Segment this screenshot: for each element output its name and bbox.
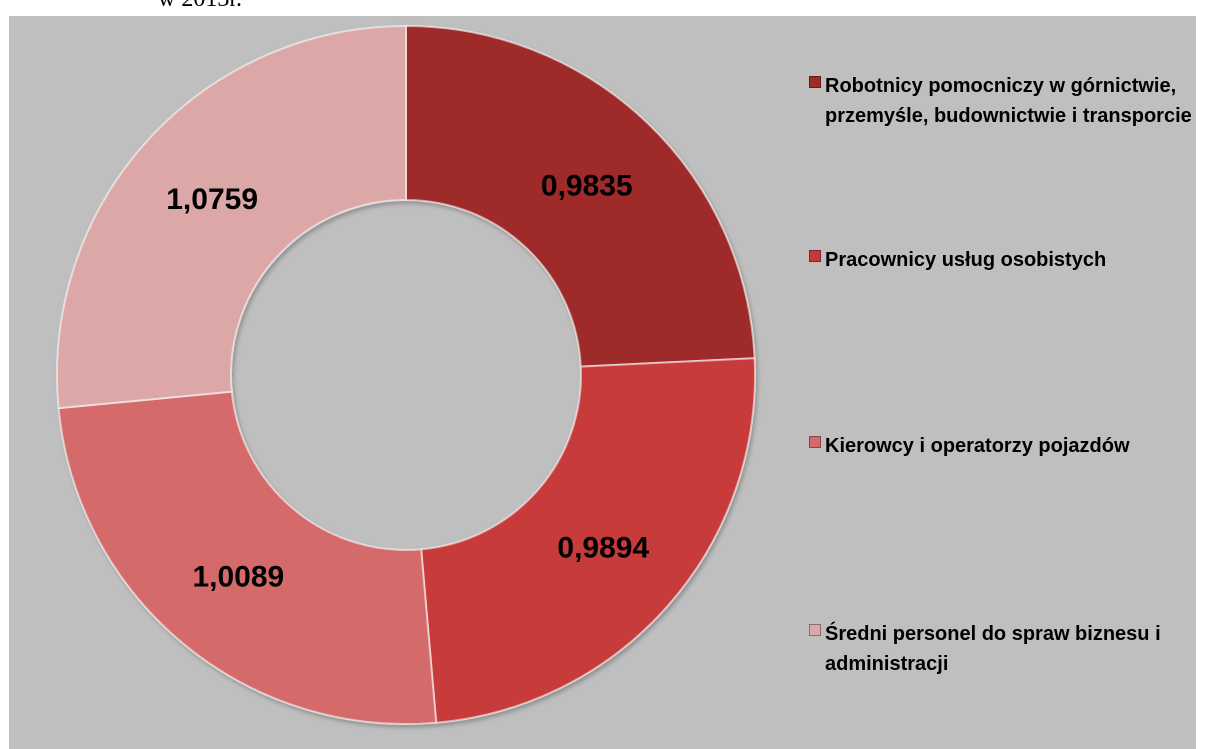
legend-label-2: Kierowcy i operatorzy pojazdów	[825, 435, 1130, 457]
donut-slice-1	[420, 357, 756, 724]
donut-chart: 0,9835 0,9894 1,0089 1,0759	[56, 24, 756, 725]
chart-area: 0,9835 0,9894 1,0089 1,0759 Robotnicy pomoc…	[9, 16, 1196, 749]
data-label-1: 0,9894	[557, 531, 649, 564]
legend-swatch-2	[809, 436, 821, 448]
legend-item-3: Średni personel do spraw biznesu i admin…	[809, 619, 1195, 679]
data-label-0: 0,9835	[541, 169, 633, 202]
donut-slice-0	[405, 24, 756, 368]
donut-slice-3	[56, 24, 407, 410]
legend-swatch-3	[809, 624, 821, 636]
legend-item-2: Kierowcy i operatorzy pojazdów	[809, 431, 1195, 461]
caption-fragment: w 2013r.	[158, 0, 242, 13]
legend-item-1: Pracownicy usług osobistych	[809, 245, 1195, 275]
legend-label-3: Średni personel do spraw biznesu i admin…	[825, 623, 1161, 675]
legend-item-0: Robotnicy pomocniczy w górnictwie, przem…	[809, 71, 1195, 131]
legend-swatch-1	[809, 250, 821, 262]
data-label-3: 1,0759	[166, 183, 258, 216]
legend-label-0: Robotnicy pomocniczy w górnictwie, przem…	[825, 75, 1192, 127]
donut-slice-2	[57, 390, 438, 725]
legend-swatch-0	[809, 76, 821, 88]
legend-label-1: Pracownicy usług osobistych	[825, 249, 1107, 271]
data-label-2: 1,0089	[192, 560, 284, 593]
